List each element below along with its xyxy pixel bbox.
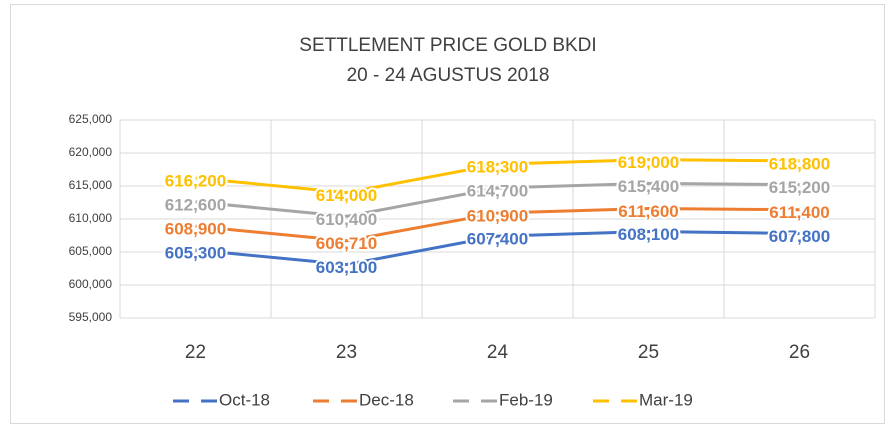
- data-label: 607,400: [467, 230, 528, 249]
- data-label: 610,400: [316, 210, 377, 229]
- legend-label: Dec-18: [359, 390, 414, 409]
- x-tick-label: 24: [487, 342, 509, 363]
- y-tick-label: 605,000: [69, 244, 113, 258]
- legend-label: Oct-18: [219, 390, 270, 409]
- data-label: 615,400: [618, 177, 679, 196]
- data-label: 618,800: [769, 154, 830, 173]
- data-label: 608,100: [618, 225, 679, 244]
- y-tick-label: 625,000: [69, 112, 113, 126]
- legend-label: Mar-19: [639, 390, 693, 409]
- data-label: 612,600: [165, 195, 226, 214]
- data-label: 603,100: [316, 258, 377, 277]
- x-tick-label: 23: [336, 342, 357, 363]
- series-line: [195, 181, 800, 218]
- data-label: 610,900: [467, 207, 528, 226]
- data-label: 618,300: [467, 158, 528, 177]
- data-label: 614,700: [467, 181, 528, 200]
- data-label: 607,800: [769, 227, 830, 246]
- data-label: 615,200: [769, 178, 830, 197]
- x-tick-label: 25: [638, 342, 659, 363]
- y-tick-label: 615,000: [69, 178, 113, 192]
- legend-label: Feb-19: [499, 390, 553, 409]
- x-tick-label: 26: [789, 342, 810, 363]
- y-tick-label: 610,000: [69, 211, 113, 225]
- data-label: 608,900: [165, 220, 226, 239]
- data-label: 611,400: [769, 203, 830, 222]
- data-label: 616,200: [165, 172, 226, 191]
- x-tick-label: 22: [185, 342, 206, 363]
- data-label: 611,600: [618, 202, 679, 221]
- data-label: 605,300: [165, 244, 226, 263]
- chart-title: SETTLEMENT PRICE GOLD BKDI: [299, 35, 596, 56]
- y-tick-label: 620,000: [69, 145, 113, 159]
- data-label: 619,000: [618, 153, 679, 172]
- y-tick-label: 600,000: [69, 277, 113, 291]
- data-label: 614,000: [316, 186, 377, 205]
- y-tick-label: 595,000: [69, 310, 113, 324]
- series-line: [195, 158, 800, 195]
- chart-border: [10, 4, 885, 424]
- series-line: [195, 206, 800, 243]
- data-label: 606,710: [316, 234, 377, 253]
- series-line: [195, 230, 800, 267]
- chart-subtitle: 20 - 24 AGUSTUS 2018: [347, 65, 550, 86]
